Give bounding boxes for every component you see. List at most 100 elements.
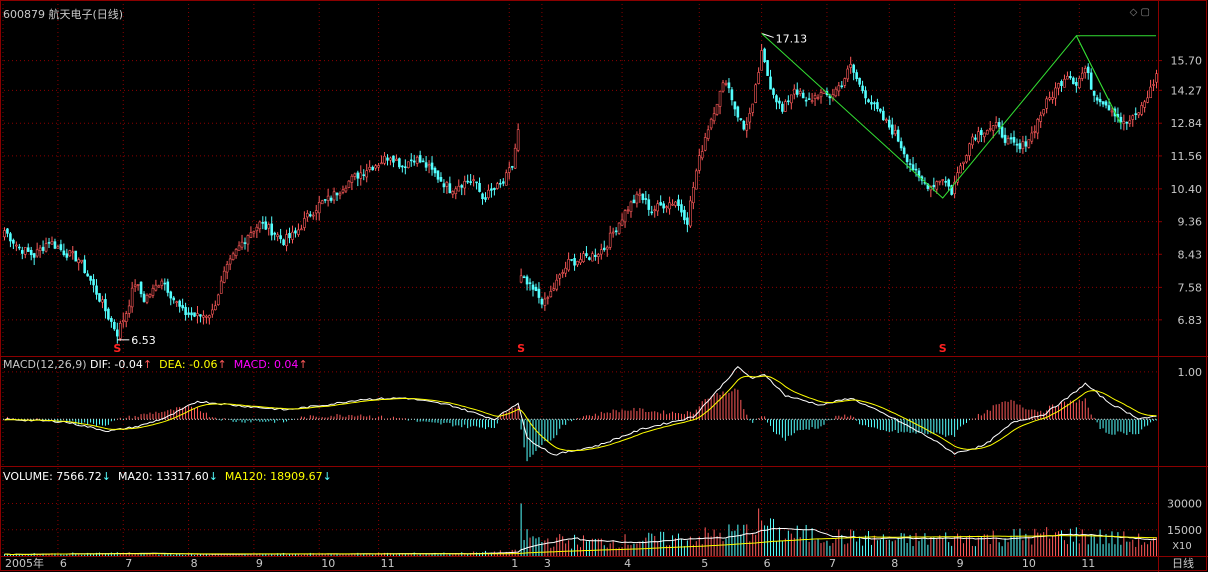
candle-body xyxy=(362,174,366,176)
candle-body xyxy=(644,198,648,200)
candle-body xyxy=(249,232,253,238)
candle-body xyxy=(231,253,235,260)
candle-body xyxy=(424,162,428,168)
candle-body xyxy=(303,218,306,228)
candle-body xyxy=(246,235,250,245)
candle-body xyxy=(1110,110,1114,113)
candle-body xyxy=(947,179,950,187)
candle-body xyxy=(736,106,740,118)
candle-body xyxy=(130,287,134,308)
candle-body xyxy=(80,259,83,263)
candle-body xyxy=(561,272,564,274)
down-arrow-icon: ↓ xyxy=(322,470,332,483)
candle-body xyxy=(282,239,285,246)
volume-label: VOLUME: 7566.72 xyxy=(3,470,102,483)
candle-body xyxy=(77,259,81,263)
panel-controls[interactable]: ◇ ▢ xyxy=(1130,7,1150,18)
diamond-icon[interactable]: ◇ xyxy=(1129,7,1138,18)
candle-body xyxy=(757,72,760,84)
candle-body xyxy=(519,275,523,283)
candle-body xyxy=(44,243,48,252)
candle-body xyxy=(178,300,181,307)
dea-line xyxy=(4,375,1157,452)
candle-body xyxy=(395,158,398,162)
candle-body xyxy=(493,187,496,190)
candle-body xyxy=(546,297,550,299)
time-tick-label: 8 xyxy=(891,557,898,570)
candle-body xyxy=(20,250,24,254)
down-arrow-icon: ↓ xyxy=(208,470,218,483)
candle-body xyxy=(703,137,707,151)
candle-body xyxy=(332,191,336,201)
price-panel[interactable]: 6.53 17.13 S S S xyxy=(3,32,1158,355)
candle-body xyxy=(1125,121,1129,124)
candle-body xyxy=(451,191,455,195)
candle-body xyxy=(1036,119,1040,134)
candle-body xyxy=(309,214,312,217)
candle-body xyxy=(216,294,220,306)
price-tick-label: 9.36 xyxy=(1178,216,1203,229)
candle-body xyxy=(409,159,413,162)
candle-body xyxy=(433,167,437,174)
candle-body xyxy=(837,85,841,92)
candle-body xyxy=(902,147,906,155)
candle-body xyxy=(23,247,27,255)
candle-body xyxy=(531,284,535,290)
candle-body xyxy=(564,267,567,274)
candle-body xyxy=(3,230,6,238)
candle-body xyxy=(792,88,796,95)
candle-body xyxy=(959,165,962,174)
time-tick-label: 2005年 xyxy=(5,556,44,570)
candle-body xyxy=(1155,73,1158,83)
candle-body xyxy=(1075,82,1078,86)
candle-body xyxy=(276,234,279,237)
ma120-label: MA120: 18909.67 xyxy=(224,470,323,483)
candle-body xyxy=(1078,78,1081,88)
candle-body xyxy=(1042,109,1045,115)
candle-body xyxy=(980,130,983,136)
candle-body xyxy=(985,130,989,135)
candle-body xyxy=(1089,72,1093,90)
candle-body xyxy=(68,250,72,257)
candle-body xyxy=(365,170,369,178)
candle-body xyxy=(145,295,149,303)
candle-body xyxy=(56,246,60,249)
volume-legend: VOLUME: 7566.72↓ MA20: 13317.60↓ MA120: … xyxy=(3,470,332,483)
candle-body xyxy=(953,181,956,194)
candle-body xyxy=(9,233,12,242)
candle-body xyxy=(611,231,615,234)
candle-body xyxy=(285,234,288,247)
time-tick-label: 1 xyxy=(511,557,518,570)
candle-body xyxy=(659,202,662,206)
candle-body xyxy=(576,260,579,266)
volume-scale-label: X10 xyxy=(1172,541,1192,552)
candle-body xyxy=(380,162,383,165)
candle-body xyxy=(1122,120,1126,124)
candle-body xyxy=(890,124,894,135)
candle-body xyxy=(484,197,487,200)
candle-body xyxy=(843,78,847,86)
candle-body xyxy=(974,137,977,140)
candle-body xyxy=(113,321,116,330)
candle-body xyxy=(267,224,271,229)
candle-body xyxy=(769,76,772,90)
volume-panel[interactable] xyxy=(3,503,1158,557)
candle-body xyxy=(454,188,458,195)
volume-tick-label: 30000 xyxy=(1167,498,1202,511)
candle-body xyxy=(368,166,371,170)
candle-body xyxy=(599,249,603,255)
candle-body xyxy=(629,201,633,212)
macd-panel[interactable] xyxy=(3,366,1158,462)
candle-body xyxy=(228,258,232,265)
restore-window-icon[interactable]: ▢ xyxy=(1140,7,1150,18)
candle-body xyxy=(534,286,538,292)
candle-body xyxy=(739,118,743,120)
time-tick-label: 11 xyxy=(381,557,395,570)
candle-body xyxy=(469,181,472,183)
candle-body xyxy=(795,89,799,95)
candle-body xyxy=(537,288,541,298)
candle-body xyxy=(813,95,817,99)
candle-body xyxy=(374,165,377,169)
candle-body xyxy=(665,206,668,208)
